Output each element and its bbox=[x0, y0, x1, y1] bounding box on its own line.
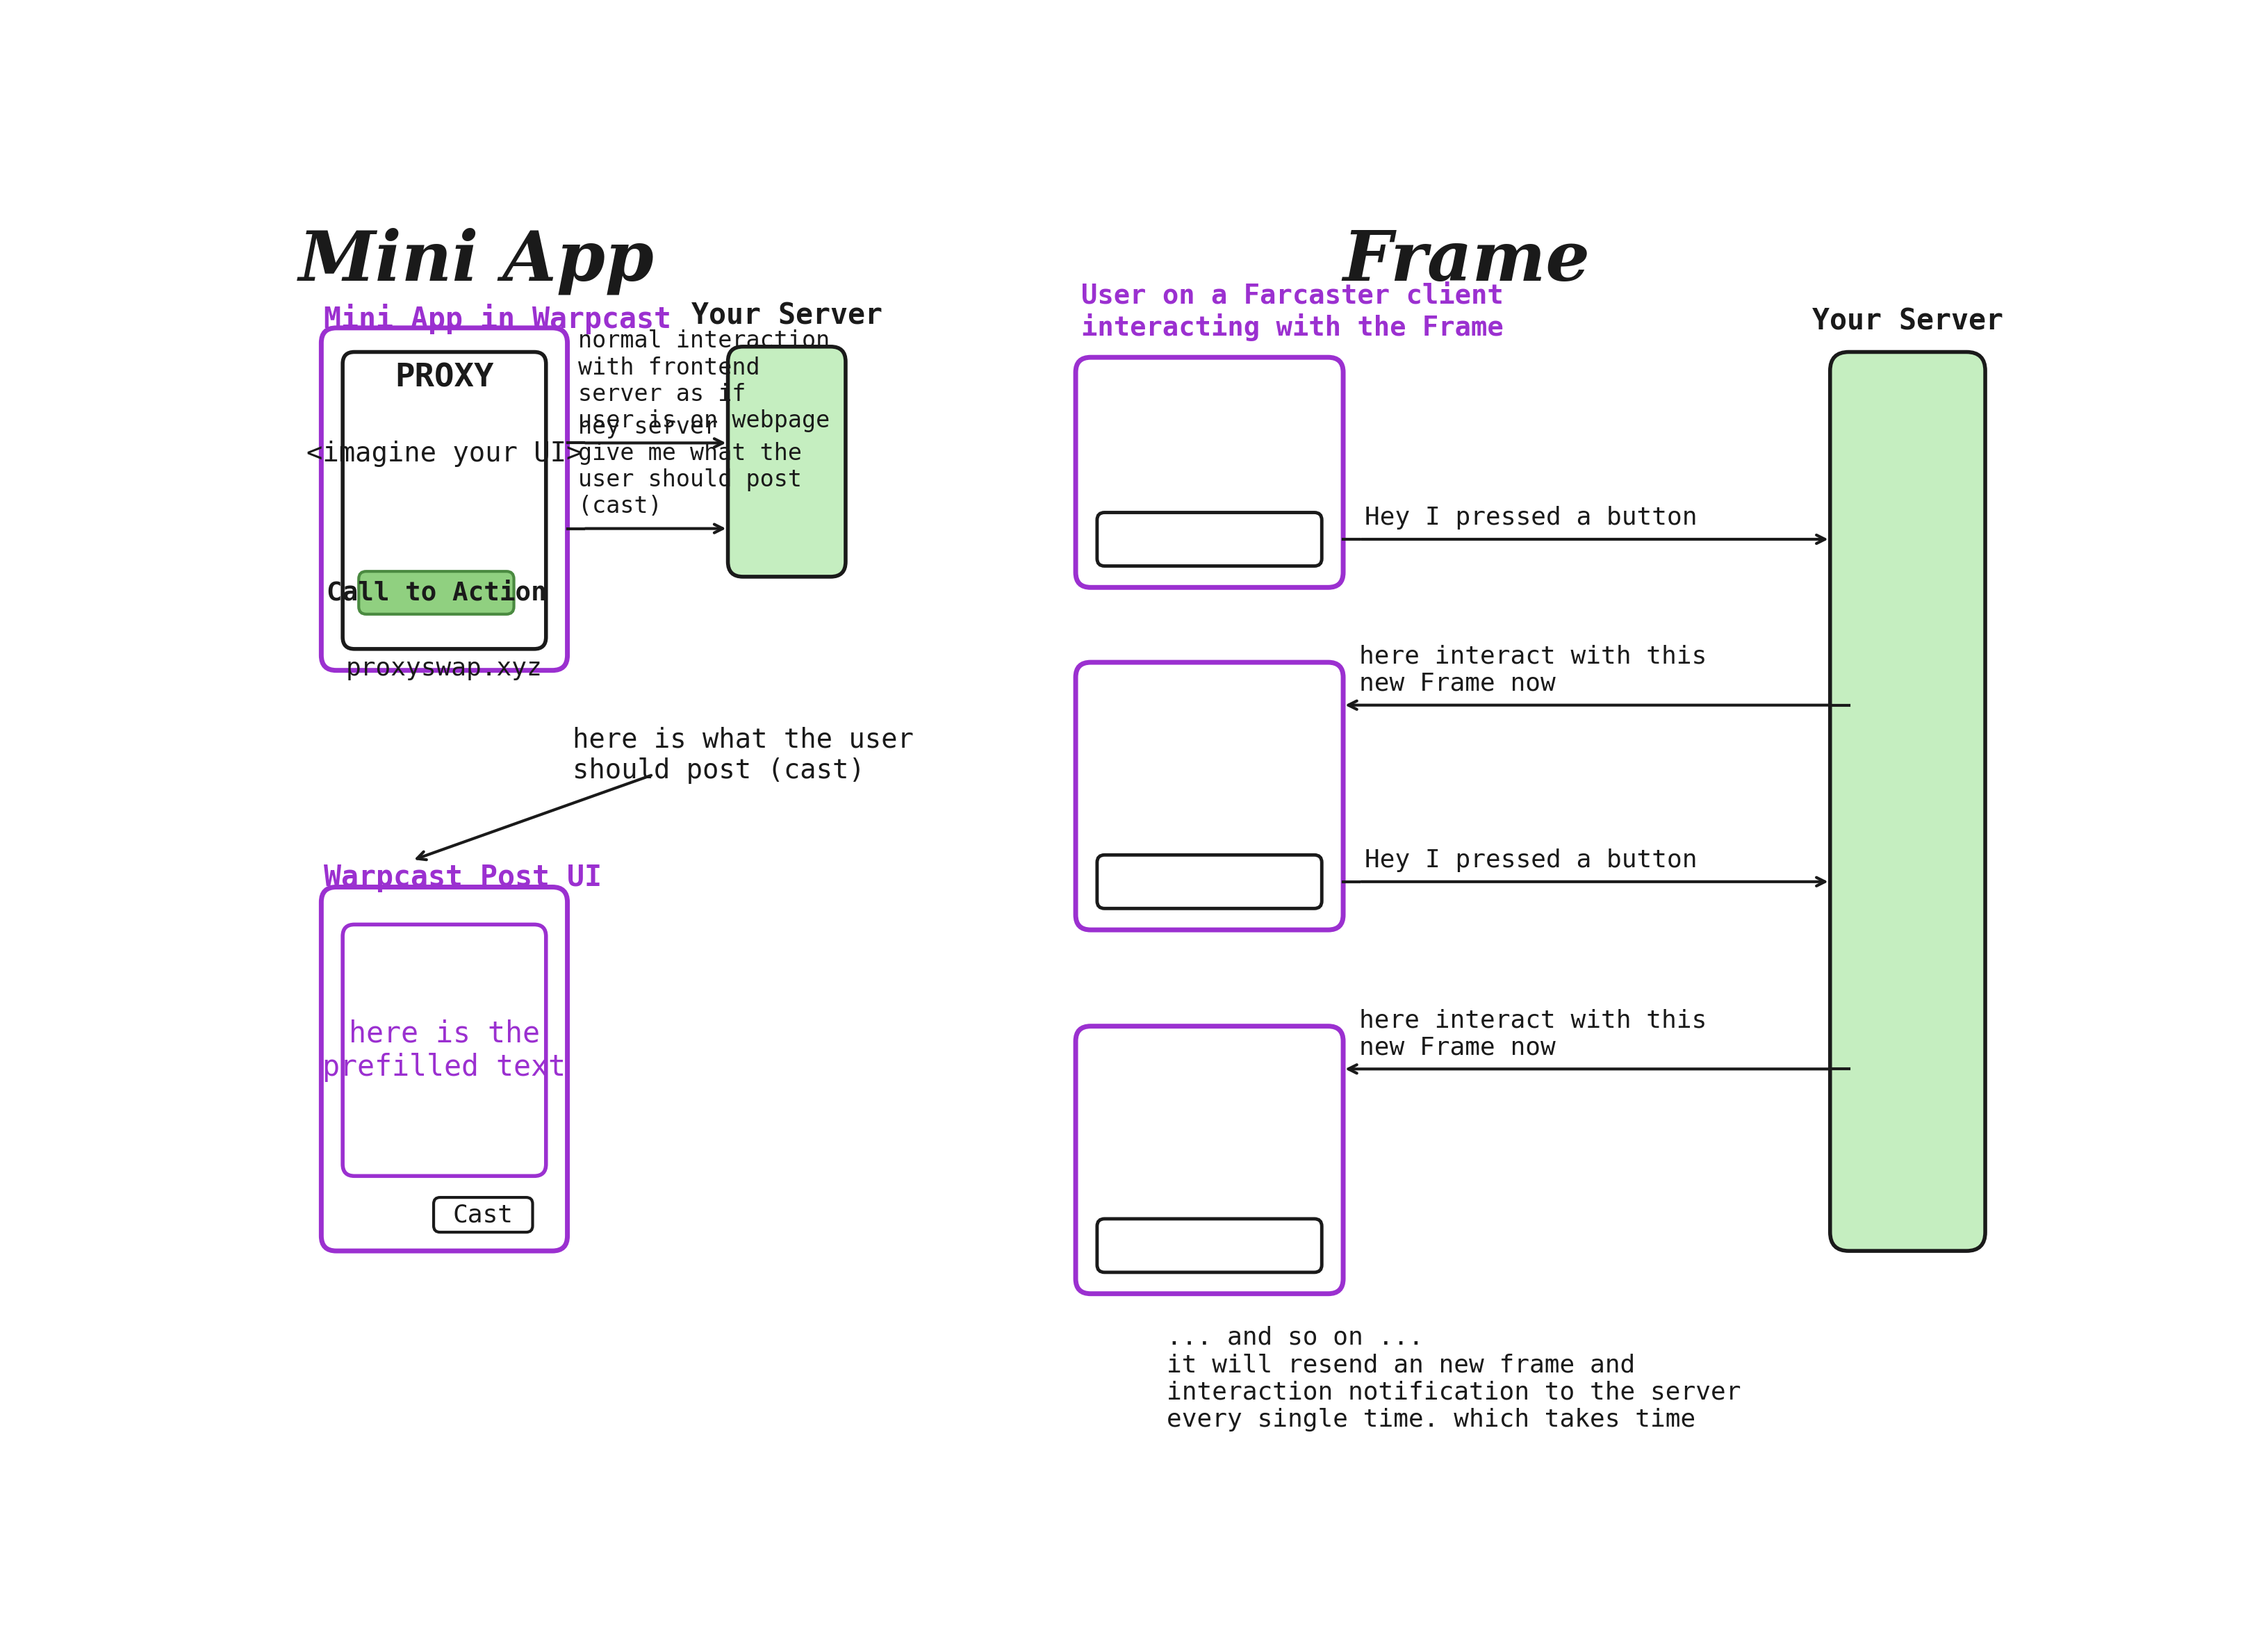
Text: ... and so on ...
it will resend an new frame and
interaction notification to th: ... and so on ... it will resend an new … bbox=[1166, 1325, 1742, 1432]
Text: Your Server: Your Server bbox=[692, 302, 882, 331]
FancyBboxPatch shape bbox=[1075, 1027, 1343, 1294]
FancyBboxPatch shape bbox=[358, 571, 515, 613]
FancyBboxPatch shape bbox=[322, 328, 567, 671]
FancyBboxPatch shape bbox=[433, 1197, 533, 1232]
Text: Frame: Frame bbox=[1343, 228, 1590, 295]
Text: Your Server: Your Server bbox=[1812, 307, 2003, 336]
FancyBboxPatch shape bbox=[342, 353, 547, 649]
FancyBboxPatch shape bbox=[322, 887, 567, 1251]
Text: PROXY: PROXY bbox=[395, 362, 494, 394]
Text: here interact with this
new Frame now: here interact with this new Frame now bbox=[1359, 645, 1708, 695]
Text: <imagine your UI>: <imagine your UI> bbox=[306, 441, 583, 467]
Text: Warpcast Post UI: Warpcast Post UI bbox=[324, 863, 601, 892]
FancyBboxPatch shape bbox=[1075, 358, 1343, 587]
Text: here interact with this
new Frame now: here interact with this new Frame now bbox=[1359, 1009, 1708, 1059]
FancyBboxPatch shape bbox=[1830, 353, 1984, 1251]
Text: here is what the user
should post (cast): here is what the user should post (cast) bbox=[574, 727, 914, 784]
FancyBboxPatch shape bbox=[1075, 663, 1343, 930]
Text: proxyswap.xyz: proxyswap.xyz bbox=[347, 658, 542, 681]
FancyBboxPatch shape bbox=[1098, 1219, 1322, 1273]
Text: normal interaction
with frontend
server as if
user is on webpage: normal interaction with frontend server … bbox=[578, 330, 830, 433]
Text: Mini App: Mini App bbox=[299, 228, 653, 295]
Text: here is the
prefilled text: here is the prefilled text bbox=[322, 1018, 567, 1082]
FancyBboxPatch shape bbox=[342, 925, 547, 1176]
Text: Call to Action: Call to Action bbox=[327, 581, 547, 605]
Text: hey server
give me what the
user should post
(cast): hey server give me what the user should … bbox=[578, 415, 803, 518]
FancyBboxPatch shape bbox=[728, 346, 846, 577]
FancyBboxPatch shape bbox=[1098, 854, 1322, 909]
Text: User on a Farcaster client
interacting with the Frame: User on a Farcaster client interacting w… bbox=[1082, 282, 1504, 341]
Text: Mini App in Warpcast: Mini App in Warpcast bbox=[324, 303, 671, 335]
FancyBboxPatch shape bbox=[1098, 512, 1322, 566]
Text: Hey I pressed a button: Hey I pressed a button bbox=[1365, 507, 1696, 530]
Text: Cast: Cast bbox=[454, 1204, 513, 1227]
Text: Hey I pressed a button: Hey I pressed a button bbox=[1365, 848, 1696, 872]
